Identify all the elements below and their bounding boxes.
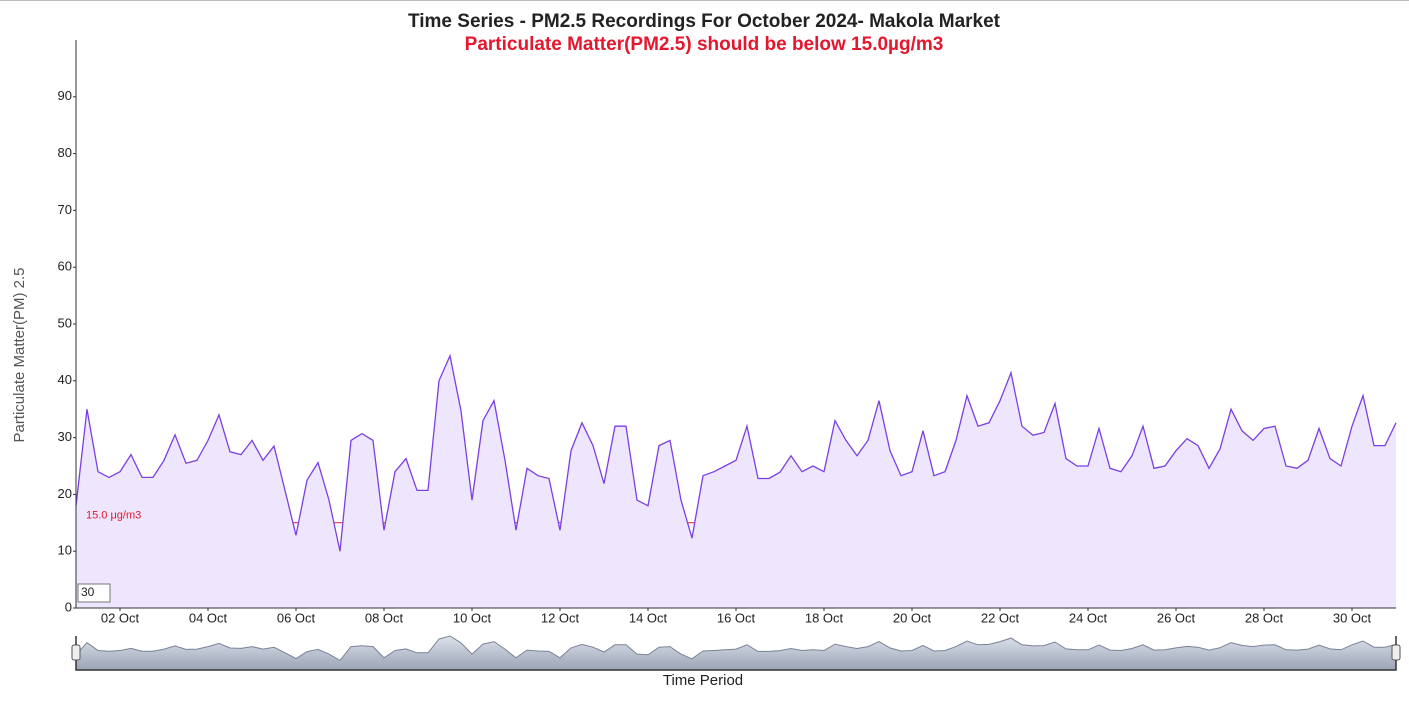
x-tick-label: 06 Oct: [277, 610, 316, 625]
roll-period-value: 30: [81, 585, 95, 599]
x-tick-label: 26 Oct: [1157, 610, 1196, 625]
y-axis-label: Particulate Matter(PM) 2.5: [11, 267, 28, 442]
x-tick-label: 10 Oct: [453, 610, 492, 625]
x-tick-label: 14 Oct: [629, 610, 668, 625]
x-tick-label: 08 Oct: [365, 610, 404, 625]
x-tick-label: 12 Oct: [541, 610, 580, 625]
x-tick-label: 04 Oct: [189, 610, 228, 625]
y-tick-label: 30: [58, 429, 72, 444]
chart-title: Time Series - PM2.5 Recordings For Octob…: [408, 11, 1001, 32]
data-line: [75, 353, 1397, 552]
range-selector-area: [75, 635, 1397, 671]
x-axis-label: Time Period: [663, 672, 743, 689]
x-tick-label: 02 Oct: [101, 610, 140, 625]
x-tick-label: 20 Oct: [893, 610, 932, 625]
range-handle[interactable]: [1391, 644, 1401, 661]
y-tick-label: 50: [58, 315, 72, 330]
y-tick-label: 80: [58, 145, 72, 160]
x-tick-label: 30 Oct: [1333, 610, 1372, 625]
roll-period-input[interactable]: [77, 583, 111, 603]
y-tick-label: 10: [58, 543, 72, 558]
y-tick-label: 70: [58, 202, 72, 217]
x-tick-label: 16 Oct: [717, 610, 756, 625]
x-tick-label: 18 Oct: [805, 610, 844, 625]
chart-subtitle: Particulate Matter(PM2.5) should be belo…: [465, 34, 944, 55]
threshold-label: 15.0 μg/m3: [86, 510, 141, 522]
y-tick-label: 60: [58, 259, 72, 274]
y-tick-label: 90: [58, 88, 72, 103]
y-tick-label: 40: [58, 372, 72, 387]
range-handle[interactable]: [71, 644, 81, 661]
x-tick-label: 22 Oct: [981, 610, 1020, 625]
x-tick-label: 24 Oct: [1069, 610, 1108, 625]
y-tick-label: 0: [65, 599, 72, 614]
y-tick-label: 20: [58, 486, 72, 501]
x-tick-label: 28 Oct: [1245, 610, 1284, 625]
area-fill: [76, 355, 1396, 608]
